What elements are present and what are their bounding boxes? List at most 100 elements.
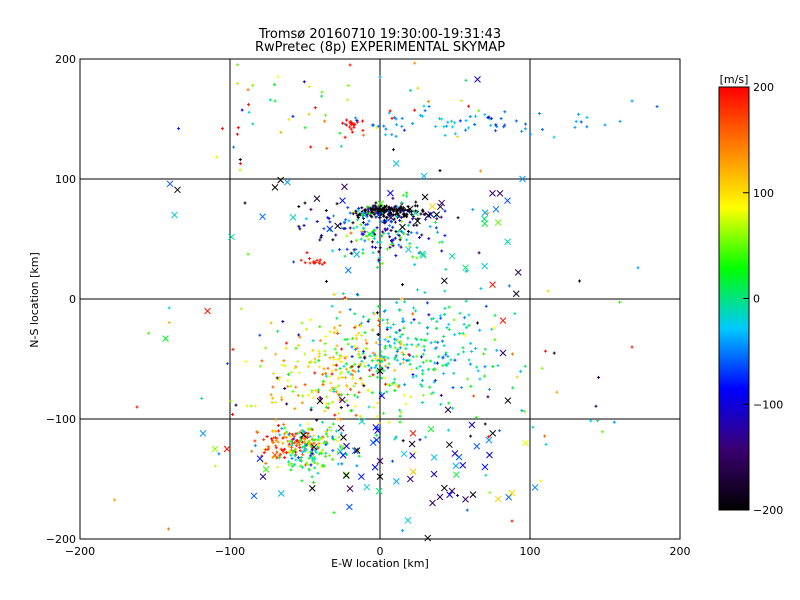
x-axis-label: E-W location [km] — [331, 557, 429, 570]
x-marker — [494, 495, 502, 503]
cross-marker — [384, 127, 388, 131]
cross-marker — [311, 348, 315, 352]
cross-marker — [336, 358, 340, 362]
cross-marker — [362, 133, 366, 137]
x-marker — [289, 214, 297, 221]
cross-marker — [323, 353, 327, 357]
cross-marker — [400, 297, 404, 301]
cross-marker — [464, 269, 468, 273]
cross-marker — [388, 383, 392, 387]
cross-marker — [409, 321, 413, 325]
cross-marker — [464, 299, 468, 303]
cross-marker — [418, 236, 422, 240]
cross-marker — [345, 453, 349, 457]
cross-marker — [355, 120, 359, 124]
cross-marker — [303, 440, 307, 444]
cross-marker — [300, 445, 304, 449]
cross-marker — [303, 383, 307, 387]
cross-marker — [338, 310, 342, 314]
cross-marker — [612, 420, 616, 424]
cross-marker — [367, 388, 371, 392]
x-marker — [344, 266, 352, 274]
cross-marker — [338, 353, 342, 357]
cross-marker — [420, 384, 424, 388]
cross-marker — [307, 112, 311, 116]
x-marker — [406, 205, 414, 213]
cross-marker — [386, 335, 390, 339]
cross-marker — [402, 232, 406, 236]
cross-marker — [408, 220, 412, 224]
cross-marker — [455, 135, 459, 139]
cross-marker — [305, 461, 309, 465]
cross-marker — [343, 356, 347, 360]
cross-marker — [415, 354, 419, 358]
colorbar-tick-label: 0 — [753, 293, 760, 306]
x-marker — [250, 492, 258, 500]
cross-marker — [371, 351, 375, 355]
cross-marker — [377, 362, 381, 366]
cross-marker — [393, 220, 397, 224]
cross-marker — [290, 443, 294, 447]
cross-marker — [335, 344, 339, 348]
cross-marker — [284, 341, 288, 345]
cross-marker — [428, 385, 432, 389]
x-tick-label: −100 — [215, 545, 245, 558]
cross-marker — [366, 207, 370, 211]
cross-marker — [303, 442, 307, 446]
cross-marker — [415, 256, 419, 260]
cross-marker — [308, 361, 312, 365]
cross-marker — [426, 326, 430, 330]
cross-marker — [314, 450, 318, 454]
cross-marker — [274, 439, 278, 443]
cross-marker — [585, 115, 589, 119]
cross-marker — [312, 259, 316, 263]
cross-marker — [438, 240, 442, 244]
x-marker — [271, 184, 279, 191]
cross-marker — [412, 318, 416, 322]
cross-marker — [465, 325, 469, 329]
cross-marker — [479, 169, 483, 173]
cross-marker — [383, 346, 387, 350]
cross-marker — [329, 428, 333, 432]
cross-marker — [350, 373, 354, 377]
cross-marker — [283, 387, 287, 391]
cross-marker — [296, 359, 300, 363]
x-marker — [341, 183, 348, 191]
cross-marker — [238, 162, 242, 166]
cross-marker — [326, 402, 330, 406]
cross-marker — [322, 227, 326, 231]
cross-marker — [275, 436, 279, 440]
x-marker — [428, 203, 436, 210]
cross-marker — [146, 331, 150, 335]
cross-marker — [486, 395, 490, 399]
cross-marker — [408, 242, 412, 246]
cross-marker — [543, 349, 547, 353]
cross-marker — [266, 448, 270, 452]
cross-marker — [405, 215, 409, 219]
cross-marker — [310, 456, 314, 460]
x-marker — [277, 176, 284, 184]
cross-marker — [353, 362, 357, 366]
cross-marker — [400, 116, 404, 120]
cross-marker — [236, 63, 240, 67]
cross-marker — [380, 220, 384, 224]
cross-marker — [420, 114, 424, 118]
x-marker — [420, 172, 428, 180]
cross-marker — [477, 109, 481, 113]
cross-marker — [359, 378, 363, 382]
cross-marker — [398, 340, 402, 344]
cross-marker — [304, 327, 308, 331]
cross-marker — [385, 318, 389, 322]
x-marker — [357, 473, 365, 480]
cross-marker — [355, 225, 359, 229]
cross-marker — [321, 379, 325, 383]
cross-marker — [426, 99, 430, 103]
cross-marker — [264, 461, 268, 465]
cross-marker — [589, 419, 593, 423]
cross-marker — [461, 331, 465, 335]
cross-marker — [409, 231, 413, 235]
cross-marker — [446, 354, 450, 358]
cross-marker — [285, 402, 289, 406]
cross-marker — [469, 434, 473, 438]
cross-marker — [393, 357, 397, 361]
